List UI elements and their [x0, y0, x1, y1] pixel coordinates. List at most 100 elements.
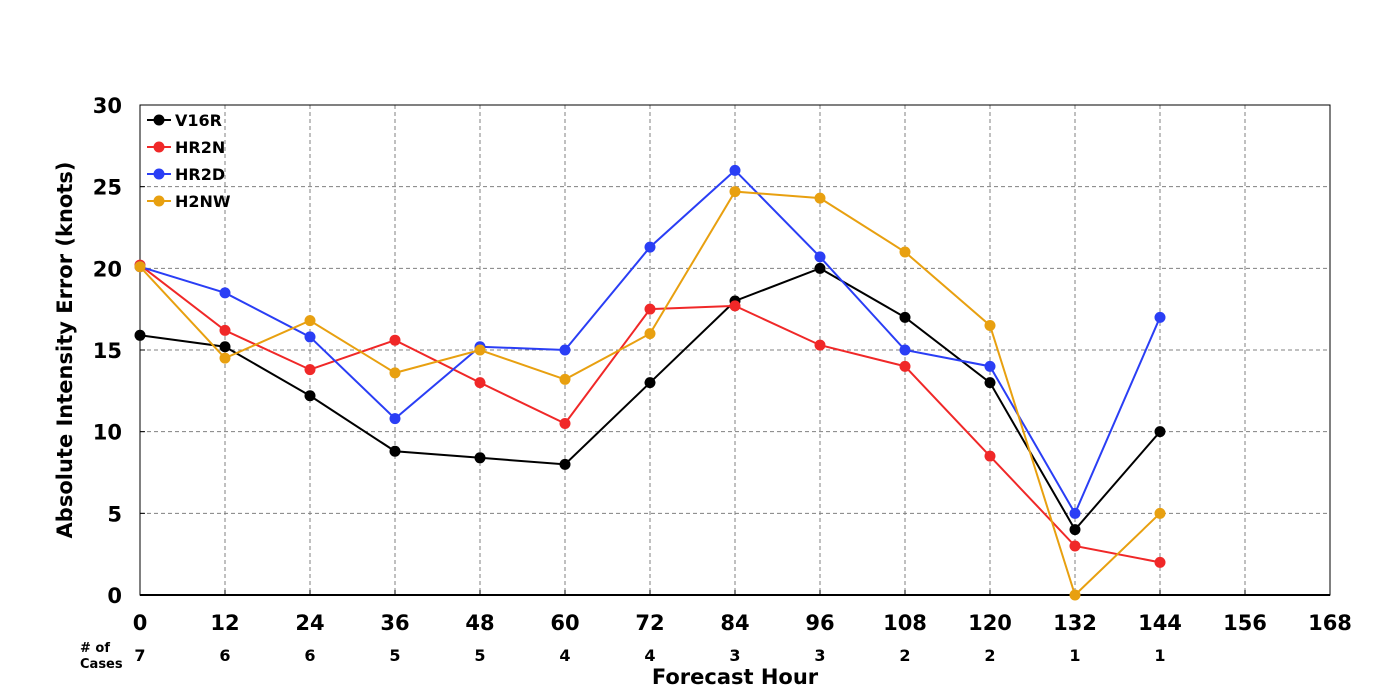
y-tick-label-6: 30 — [93, 94, 122, 118]
x-tick-label-6: 72 — [635, 611, 664, 635]
point-H2NW-36 — [389, 367, 401, 379]
x-tick-label-8: 96 — [805, 611, 834, 635]
point-V16R-36 — [389, 445, 401, 457]
legend-marker-V16R — [153, 114, 165, 126]
x-tick-label-3: 36 — [380, 611, 409, 635]
point-HR2N-108 — [899, 360, 911, 372]
point-H2NW-132 — [1069, 589, 1081, 601]
case-count-120: 2 — [984, 646, 995, 665]
case-count-84: 3 — [729, 646, 740, 665]
legend-marker-HR2D — [153, 168, 165, 180]
x-tick-label-2: 24 — [295, 611, 324, 635]
x-tick-label-7: 84 — [720, 611, 749, 635]
legend-item-V16R: V16R — [147, 111, 222, 130]
legend: V16R HR2N HR2D H2NW — [147, 111, 231, 211]
legend-item-HR2N: HR2N — [147, 138, 225, 157]
y-tick-label-3: 15 — [93, 339, 122, 363]
case-count-0: 7 — [134, 646, 145, 665]
point-H2NW-24 — [304, 315, 316, 327]
y-axis-ticks: 0 5 10 15 20 25 30 — [93, 94, 145, 608]
legend-label-HR2N: HR2N — [175, 138, 225, 157]
case-count-72: 4 — [644, 646, 655, 665]
point-HR2N-48 — [474, 377, 486, 389]
x-tick-label-5: 60 — [550, 611, 579, 635]
x-tick-label-4: 48 — [465, 611, 494, 635]
point-H2NW-48 — [474, 344, 486, 356]
point-H2NW-84 — [729, 186, 741, 198]
point-V16R-108 — [899, 311, 911, 323]
case-count-144: 1 — [1154, 646, 1165, 665]
legend-marker-H2NW — [153, 195, 165, 207]
y-tick-label-2: 10 — [93, 421, 122, 445]
point-HR2D-60 — [559, 344, 571, 356]
point-HR2D-120 — [984, 360, 996, 372]
point-HR2D-144 — [1154, 311, 1166, 323]
point-HR2N-60 — [559, 418, 571, 429]
point-H2NW-60 — [559, 373, 571, 385]
point-HR2N-144 — [1154, 556, 1166, 568]
point-H2NW-144 — [1154, 507, 1166, 519]
legend-item-H2NW: H2NW — [147, 192, 231, 211]
x-tick-label-13: 156 — [1223, 611, 1267, 635]
point-HR2D-72 — [644, 241, 656, 253]
series-layer — [134, 164, 1166, 601]
case-count-24: 6 — [304, 646, 315, 665]
case-count-60: 4 — [559, 646, 570, 665]
point-HR2D-36 — [389, 413, 401, 425]
y-axis-label: Absolute Intensity Error (knots) — [53, 162, 77, 539]
point-HR2N-72 — [644, 303, 656, 315]
point-HR2D-96 — [814, 251, 826, 263]
point-H2NW-108 — [899, 246, 911, 258]
case-count-132: 1 — [1069, 646, 1080, 665]
point-H2NW-0 — [134, 261, 146, 273]
legend-label-V16R: V16R — [175, 111, 222, 130]
x-tick-label-9: 108 — [883, 611, 927, 635]
point-V16R-132 — [1069, 524, 1081, 536]
case-count-108: 2 — [899, 646, 910, 665]
case-count-48: 5 — [474, 646, 485, 665]
legend-label-H2NW: H2NW — [175, 192, 231, 211]
cases-label-line2: Cases — [80, 657, 123, 672]
x-tick-label-11: 132 — [1053, 611, 1097, 635]
case-count-36: 5 — [389, 646, 400, 665]
point-HR2N-36 — [389, 334, 401, 346]
point-H2NW-12 — [219, 352, 231, 364]
x-tick-label-14: 168 — [1308, 611, 1352, 635]
point-V16R-144 — [1154, 426, 1166, 438]
point-HR2N-120 — [984, 450, 996, 462]
y-tick-label-5: 25 — [93, 176, 122, 200]
x-tick-label-1: 12 — [210, 611, 239, 635]
x-axis-label: Forecast Hour — [652, 665, 819, 689]
y-tick-label-0: 0 — [107, 584, 122, 608]
point-V16R-48 — [474, 452, 486, 464]
x-tick-label-12: 144 — [1138, 611, 1182, 635]
point-V16R-72 — [644, 377, 656, 389]
point-HR2N-12 — [219, 324, 231, 336]
y-tick-label-4: 20 — [93, 257, 122, 281]
point-HR2D-108 — [899, 344, 911, 356]
case-count-96: 3 — [814, 646, 825, 665]
x-tick-label-10: 120 — [968, 611, 1012, 635]
point-HR2N-132 — [1069, 540, 1081, 552]
point-V16R-24 — [304, 390, 316, 402]
point-HR2D-24 — [304, 331, 316, 343]
point-HR2D-84 — [729, 164, 741, 176]
point-HR2D-12 — [219, 287, 231, 299]
legend-label-HR2D: HR2D — [175, 165, 225, 184]
point-HR2N-24 — [304, 364, 316, 376]
cases-label-line1: # of — [80, 641, 110, 656]
x-tick-label-0: 0 — [133, 611, 148, 635]
point-HR2N-96 — [814, 339, 826, 351]
point-H2NW-96 — [814, 192, 826, 204]
point-V16R-0 — [134, 329, 146, 341]
point-V16R-120 — [984, 377, 996, 389]
point-HR2N-84 — [729, 300, 741, 312]
point-V16R-60 — [559, 458, 571, 470]
point-HR2D-132 — [1069, 507, 1081, 519]
series-H2NW — [134, 186, 1166, 601]
point-V16R-96 — [814, 262, 826, 274]
legend-item-HR2D: HR2D — [147, 165, 225, 184]
legend-marker-HR2N — [153, 141, 165, 153]
series-line-HR2D — [139, 168, 1161, 516]
